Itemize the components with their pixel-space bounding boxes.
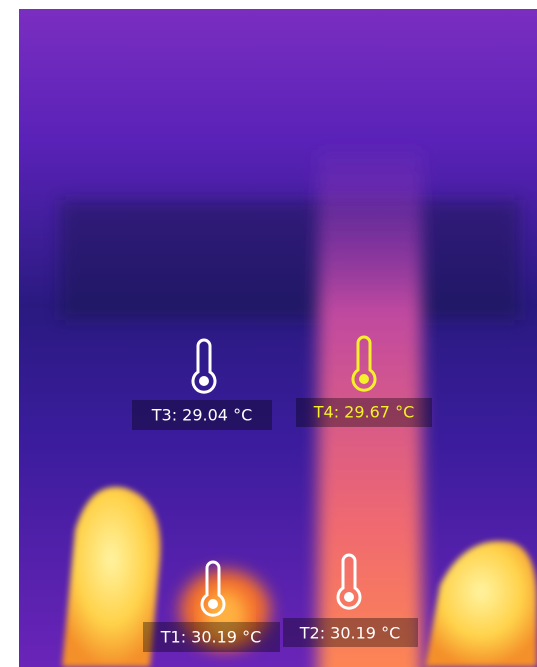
marker-label: T4: 29.67 °C bbox=[313, 403, 415, 422]
marker-label: T1: 30.19 °C bbox=[160, 628, 262, 647]
label-background bbox=[132, 400, 272, 430]
thermal-image bbox=[19, 9, 537, 667]
thermometer-icon bbox=[191, 335, 377, 617]
label-background bbox=[283, 618, 418, 647]
label-background bbox=[143, 622, 280, 652]
label-background bbox=[296, 398, 432, 427]
marker-label: T2: 30.19 °C bbox=[299, 624, 401, 643]
marker-label: T3: 29.04 °C bbox=[151, 406, 253, 425]
